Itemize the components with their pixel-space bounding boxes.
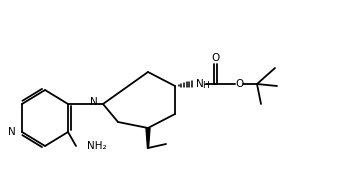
Text: O: O	[235, 79, 243, 89]
Text: N: N	[196, 79, 204, 89]
Text: H: H	[202, 81, 209, 90]
Text: O: O	[211, 53, 219, 63]
Polygon shape	[146, 128, 150, 148]
Text: NH₂: NH₂	[87, 141, 107, 151]
Text: N: N	[8, 127, 16, 137]
Text: N: N	[90, 97, 98, 107]
